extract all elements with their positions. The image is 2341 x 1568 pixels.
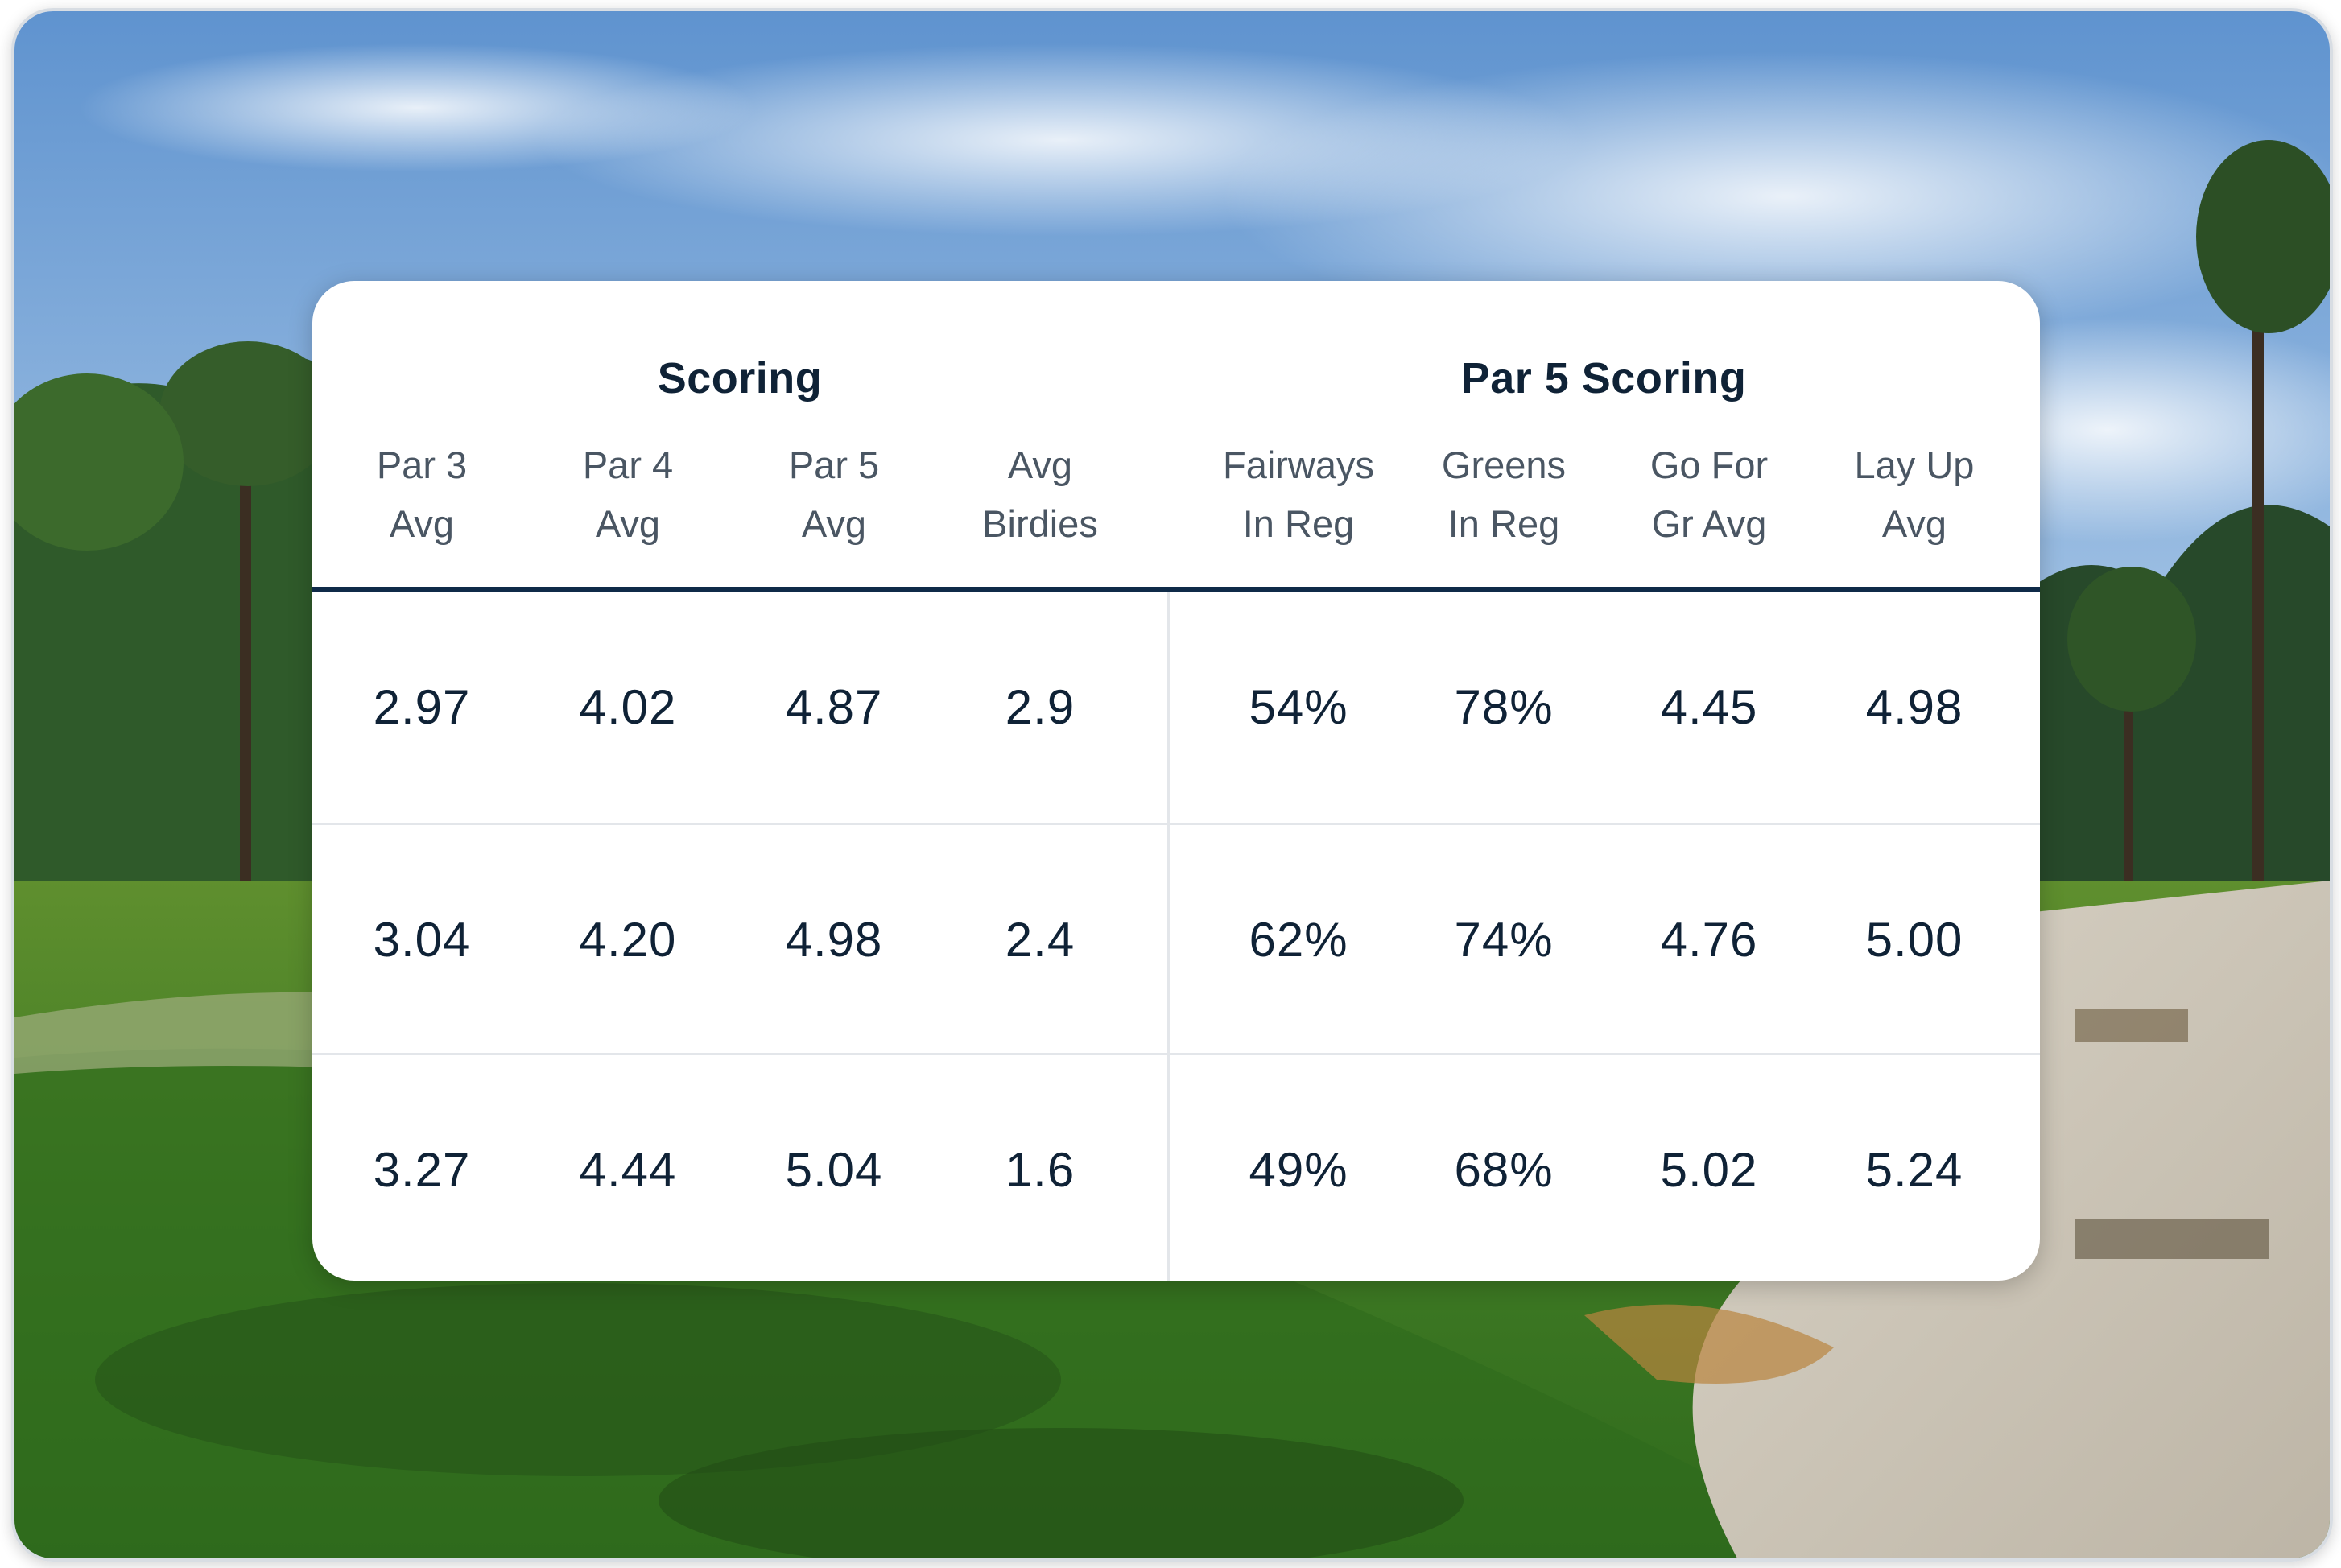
table-cell: 74%: [1454, 913, 1554, 967]
par5-scoring-group-title: Par 5 Scoring: [1460, 354, 1747, 402]
table-cell: 4.98: [785, 913, 883, 967]
table-cell: 3.04: [373, 913, 471, 967]
table-cell: 5.00: [1865, 913, 1963, 967]
table-cell: 2.4: [1005, 913, 1076, 967]
table-cell: 4.44: [579, 1143, 677, 1197]
table-cell: 4.45: [1660, 680, 1758, 734]
column-header-par5-avg: Par 5 Avg: [788, 444, 880, 545]
table-cell: 4.02: [579, 680, 677, 734]
table-cell: 5.24: [1865, 1143, 1963, 1197]
table-cell: 5.02: [1660, 1143, 1758, 1197]
column-header-avg-birdies: Avg Birdies: [982, 444, 1098, 545]
table-cell: 1.6: [1005, 1143, 1076, 1197]
table-cell: 3.27: [373, 1143, 471, 1197]
table-row: 3.04 4.20 4.98 2.4 62% 74% 4.76 5.00: [312, 825, 2040, 1055]
table-cell: 4.76: [1660, 913, 1758, 967]
row-divider: [312, 823, 2040, 825]
table-cell: 5.04: [785, 1143, 883, 1197]
column-header-greens-in-reg: Greens In Reg: [1441, 444, 1567, 545]
table-row: 2.97 4.02 4.87 2.9 54% 78% 4.45 4.98: [312, 592, 2040, 823]
table-row: 3.27 4.44 5.04 1.6 49% 68% 5.02 5.24: [312, 1055, 2040, 1281]
table-cell: 49%: [1249, 1143, 1348, 1197]
stats-card: Scoring Par 5 Scoring Par 3 Avg Par 4 Avg …: [312, 281, 2040, 1281]
table-cell: 62%: [1249, 913, 1348, 967]
column-header-par3-avg: Par 3 Avg: [376, 444, 468, 545]
table-cell: 4.98: [1865, 680, 1963, 734]
table-cell: 54%: [1249, 680, 1348, 734]
header-divider: [312, 587, 2040, 592]
table-cell: 78%: [1454, 680, 1554, 734]
table-cell: 4.87: [785, 680, 883, 734]
table-cell: 2.97: [373, 680, 471, 734]
column-header-lay-up-avg: Lay Up Avg: [1854, 444, 1975, 545]
column-header-fairways-in-reg: Fairways In Reg: [1222, 444, 1375, 545]
table-cell: 68%: [1454, 1143, 1554, 1197]
table-cell: 2.9: [1005, 680, 1076, 734]
table-cell: 4.20: [579, 913, 677, 967]
row-divider: [312, 1053, 2040, 1055]
column-header-go-for-gr-avg: Go For Gr Avg: [1649, 444, 1769, 545]
screenshot-frame: Scoring Par 5 Scoring Par 3 Avg Par 4 Avg …: [11, 8, 2333, 1562]
group-divider: [1167, 592, 1170, 1281]
column-header-par4-avg: Par 4 Avg: [582, 444, 674, 545]
scoring-group-title: Scoring: [657, 354, 823, 402]
